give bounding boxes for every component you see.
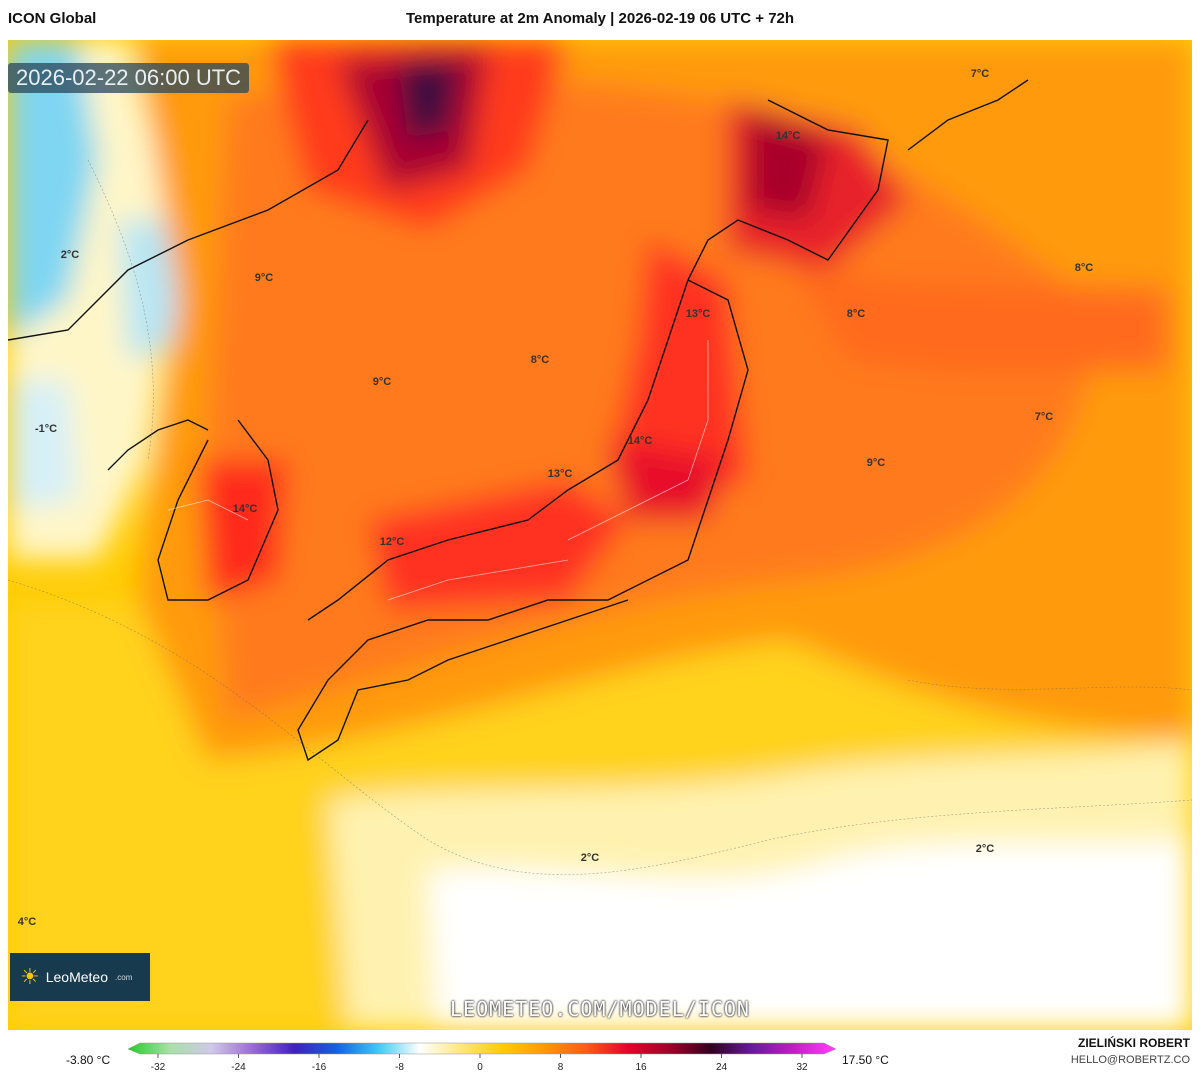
value-label: 12°C xyxy=(379,536,405,548)
anomaly-map xyxy=(8,40,1192,1030)
chart-title: Temperature at 2m Anomaly | 2026-02-19 0… xyxy=(405,10,795,27)
colorbar-tick-label: 0 xyxy=(477,1062,483,1073)
author-email: HELLO@ROBERTZ.CO xyxy=(1070,1054,1190,1066)
colorbar-tick-label: 24 xyxy=(716,1062,728,1073)
colorbar-tick-label: -8 xyxy=(395,1062,404,1073)
author-name: ZIELIŃSKI ROBERT xyxy=(1077,1036,1190,1050)
colorbar-tick-label: -24 xyxy=(231,1062,246,1073)
value-label: 8°C xyxy=(846,308,866,320)
value-label: 9°C xyxy=(254,272,274,284)
valid-time-stamp: 2026-02-22 06:00 UTC xyxy=(8,63,250,93)
value-label: 8°C xyxy=(530,354,550,366)
value-label: 7°C xyxy=(970,68,990,80)
colorbar-tick-label: 16 xyxy=(635,1062,647,1073)
colorbar: -32 -24 -16 -8 0 8 16 24 32 xyxy=(127,1042,837,1073)
leometeo-logo: ☀ LeoMeteo .com xyxy=(10,953,150,1001)
value-label: 7°C xyxy=(1034,411,1054,423)
colorbar-min-label: -3.80 °C xyxy=(66,1053,111,1067)
watermark-url: LEOMETEO.COM/MODEL/ICON xyxy=(450,997,750,1021)
value-label: 8°C xyxy=(1074,262,1094,274)
value-label: 9°C xyxy=(372,376,392,388)
value-label: 14°C xyxy=(232,503,258,515)
value-label: 4°C xyxy=(17,916,37,928)
value-label: 14°C xyxy=(627,435,653,447)
colorbar-tick-label: -32 xyxy=(151,1062,166,1073)
value-label: 2°C xyxy=(975,843,995,855)
value-label: 13°C xyxy=(685,308,711,320)
model-name: ICON Global xyxy=(8,10,97,27)
colorbar-tick-label: 32 xyxy=(796,1062,808,1073)
colorbar-tick-label: -16 xyxy=(312,1062,327,1073)
sun-icon: ☀ xyxy=(20,964,40,989)
value-label: -1°C xyxy=(34,423,58,435)
value-label: 13°C xyxy=(547,468,573,480)
colorbar-tick-label: 8 xyxy=(558,1062,564,1073)
value-label: 14°C xyxy=(775,130,801,142)
value-label: 2°C xyxy=(580,852,600,864)
value-label: 9°C xyxy=(866,457,886,469)
colorbar-max-label: 17.50 °C xyxy=(842,1053,889,1067)
value-label: 2°C xyxy=(60,249,80,261)
